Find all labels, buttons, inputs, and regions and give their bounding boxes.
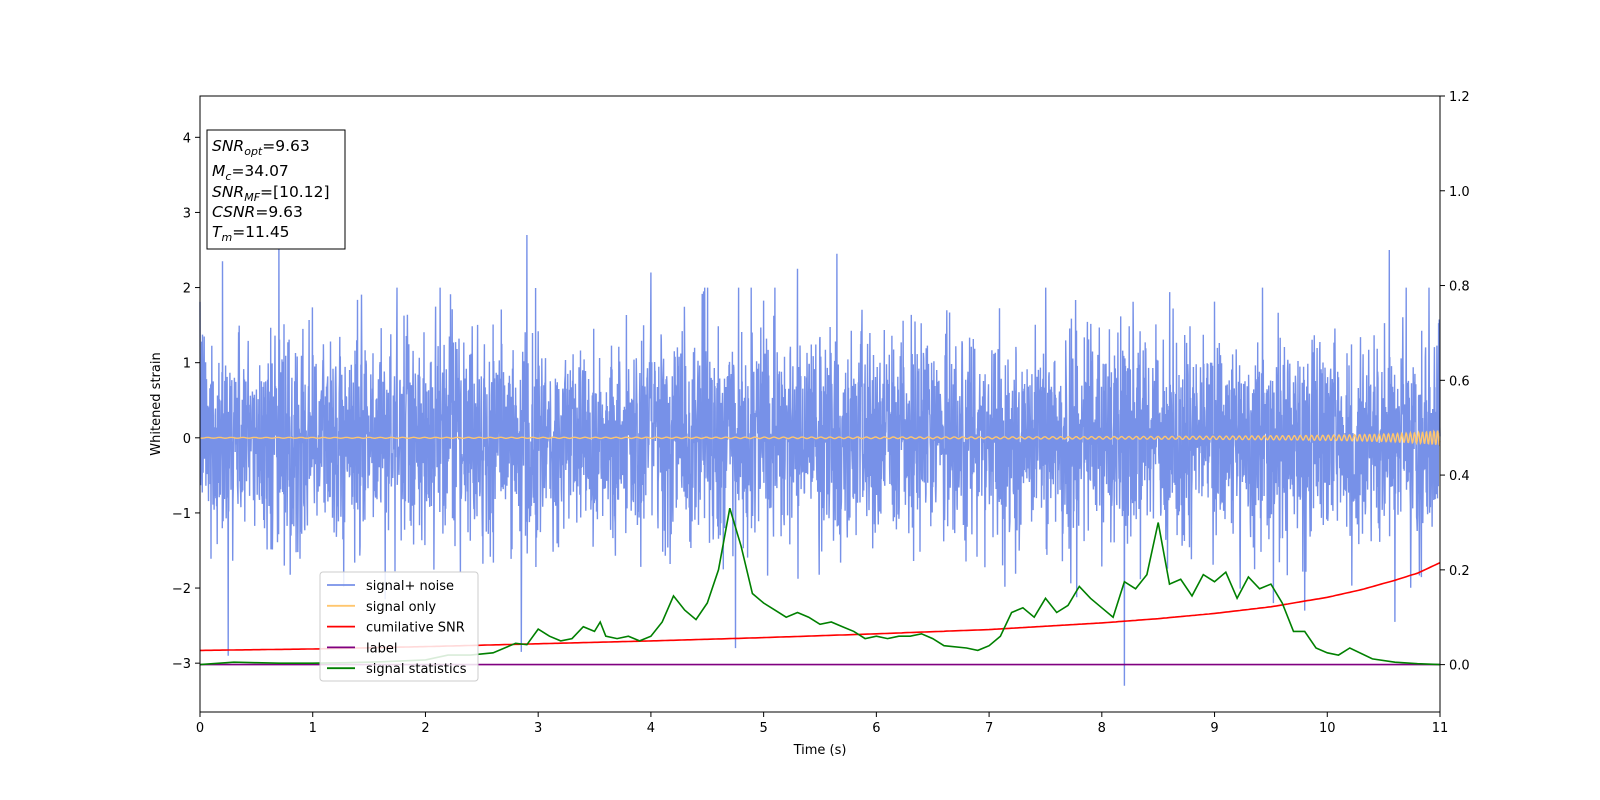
legend: signal+ noise signal only cumilative SNR la… — [319, 571, 479, 682]
x-tick-label: 4 — [647, 721, 655, 736]
legend-label: cumilative SNR — [366, 621, 465, 636]
x-axis-title: Time (s) — [793, 743, 847, 758]
x-tick-label: 7 — [985, 721, 993, 736]
x-tick-label: 2 — [421, 721, 429, 736]
legend-label: signal+ noise — [366, 579, 454, 594]
x-tick-label: 3 — [534, 721, 542, 736]
y-tick-label: 0 — [183, 432, 191, 447]
x-tick-label: 8 — [1098, 721, 1106, 736]
x-axis: 0 1 2 3 4 5 6 7 8 9 10 11 — [196, 712, 1448, 736]
annotation-line: Tm=11.45 — [212, 223, 290, 244]
x-tick-label: 1 — [309, 721, 317, 736]
annotation-line: Mc=34.07 — [212, 162, 289, 183]
annotation-line: SNRMF=[10.12] — [212, 183, 330, 204]
y-tick-label: 1 — [183, 357, 191, 372]
series-signal-noise — [199, 234, 1441, 686]
series-signal-statistics — [199, 507, 1441, 666]
annotation-box-frame — [206, 129, 346, 250]
x-tick-label: 9 — [1210, 721, 1218, 736]
x-tick-label: 10 — [1319, 721, 1336, 736]
legend-label: signal statistics — [366, 662, 467, 677]
legend-label: label — [366, 641, 397, 656]
y2-tick-label: 0.6 — [1449, 374, 1470, 389]
y-tick-label: 3 — [183, 206, 191, 221]
y2-tick-label: 0.4 — [1449, 469, 1470, 484]
y2-tick-label: 1.2 — [1449, 90, 1470, 105]
x-tick-label: 0 — [196, 721, 204, 736]
annotation-box: SNRopt=9.63 Mc=34.07SNRMF=[10.12]CSNR=9.6… — [206, 129, 346, 250]
y-axis-right: 0.0 0.2 0.4 0.6 0.8 1.0 1.2 — [1440, 90, 1470, 674]
y-tick-label: 4 — [183, 131, 191, 146]
x-tick-label: 6 — [872, 721, 880, 736]
y-tick-label: −3 — [172, 657, 191, 672]
legend-frame — [319, 571, 479, 682]
y-tick-label: 2 — [183, 282, 191, 297]
y2-tick-label: 0.8 — [1449, 280, 1470, 295]
series-signal-only — [200, 429, 1441, 448]
x-tick-label: 5 — [759, 721, 767, 736]
y-tick-label: −1 — [172, 507, 191, 522]
legend-label: signal only — [366, 600, 436, 615]
y2-tick-label: 0.0 — [1449, 659, 1470, 674]
y-tick-label: −2 — [172, 582, 191, 597]
x-tick-label: 11 — [1432, 721, 1449, 736]
annotation-line: CSNR=9.63 — [212, 203, 303, 221]
annotation-line: SNRopt=9.63 — [212, 137, 310, 158]
y2-tick-label: 1.0 — [1449, 185, 1470, 200]
plot-frame — [199, 95, 1441, 713]
y-axis-left: −3 −2 −1 0 1 2 3 4 — [172, 131, 200, 672]
y-axis-title: Whitened strain — [149, 352, 164, 455]
y2-tick-label: 0.2 — [1449, 564, 1470, 579]
